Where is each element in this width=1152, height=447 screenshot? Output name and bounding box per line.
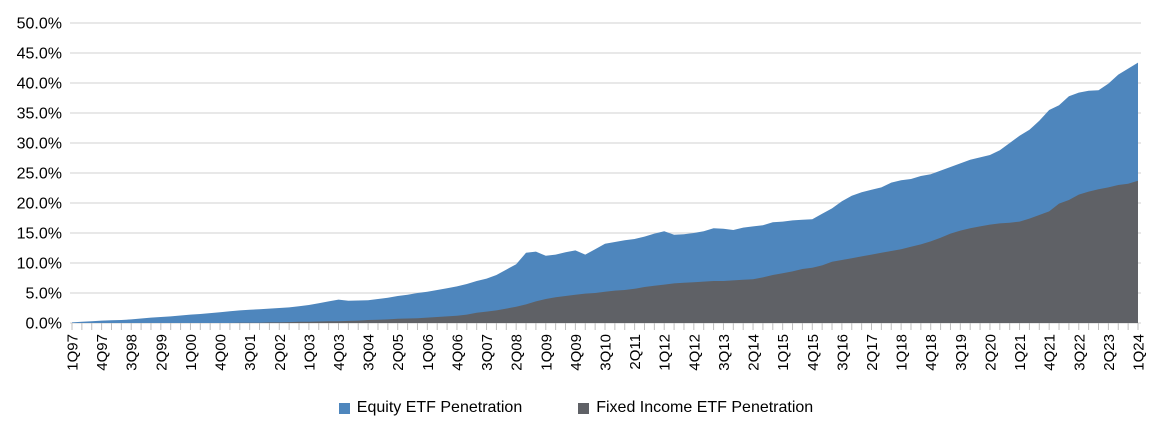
legend: Equity ETF Penetration Fixed Income ETF P… <box>0 399 1152 417</box>
x-axis-label: 1Q06 <box>420 334 437 371</box>
x-axis-label: 4Q18 <box>923 334 940 371</box>
y-axis-label: 15.0% <box>17 226 62 243</box>
x-axis-label: 3Q19 <box>953 334 970 371</box>
x-axis-label: 1Q09 <box>538 334 555 371</box>
x-axis-label: 2Q05 <box>390 334 407 371</box>
x-axis-label: 2Q20 <box>982 334 999 371</box>
legend-label: Equity ETF Penetration <box>356 399 523 416</box>
x-axis-label: 2Q17 <box>864 334 881 371</box>
x-axis-label: 4Q15 <box>805 334 822 371</box>
legend-item-fixed-income: Fixed Income ETF Penetration <box>578 399 813 417</box>
y-axis-label: 35.0% <box>17 106 62 123</box>
x-axis-label: 4Q21 <box>1042 334 1059 371</box>
x-axis-label: 2Q02 <box>272 334 289 371</box>
x-axis-label: 4Q97 <box>94 334 111 371</box>
x-axis-label: 1Q15 <box>775 334 792 371</box>
y-axis-label: 40.0% <box>17 76 62 93</box>
x-axis-label: 2Q23 <box>1101 334 1118 371</box>
x-axis-label: 2Q11 <box>627 334 644 370</box>
x-axis-label: 2Q99 <box>153 334 170 371</box>
x-axis-label: 4Q12 <box>686 334 703 371</box>
legend-item-equity: Equity ETF Penetration <box>338 399 523 417</box>
x-axis-label: 2Q14 <box>746 334 763 371</box>
x-axis-label: 1Q00 <box>183 334 200 371</box>
fixed-income-area-series <box>72 180 1138 323</box>
x-axis-label: 1Q21 <box>1012 334 1029 371</box>
y-axis-label: 45.0% <box>17 46 62 63</box>
x-axis-label: 3Q10 <box>598 334 615 371</box>
x-axis-label: 3Q22 <box>1071 334 1088 371</box>
x-axis-label: 3Q04 <box>361 334 378 371</box>
y-axis-label: 10.0% <box>17 256 62 273</box>
x-axis-label: 2Q08 <box>509 334 526 371</box>
y-axis-label: 0.0% <box>26 316 62 333</box>
x-axis-label: 4Q03 <box>331 334 348 371</box>
legend-swatch-icon <box>578 402 590 414</box>
y-axis-label: 30.0% <box>17 136 62 153</box>
x-axis-label: 1Q24 <box>1131 334 1148 371</box>
x-axis-label: 3Q07 <box>479 334 496 371</box>
x-axis-label: 3Q98 <box>124 334 141 371</box>
x-axis-label: 1Q18 <box>894 334 911 371</box>
legend-swatch-icon <box>338 402 350 414</box>
legend-label: Fixed Income ETF Penetration <box>596 399 814 416</box>
x-axis-label: 4Q09 <box>568 334 585 371</box>
x-axis-label: 3Q01 <box>242 334 259 371</box>
y-axis-label: 25.0% <box>17 166 62 183</box>
x-axis-label: 3Q13 <box>716 334 733 371</box>
y-axis-label: 5.0% <box>26 286 62 303</box>
plot-area: 0.0% 5.0% 10.0% 15.0% 20.0% 25.0% 30.0% 35.0% 40… <box>17 16 1148 371</box>
x-axis-label: 4Q00 <box>213 334 230 371</box>
x-axis-label: 1Q12 <box>657 334 674 371</box>
x-axis-label: 3Q16 <box>834 334 851 371</box>
y-axis-label: 20.0% <box>17 196 62 213</box>
x-axis-label: 4Q06 <box>449 334 466 371</box>
x-axis-label: 1Q03 <box>301 334 318 371</box>
y-axis-label: 50.0% <box>17 16 62 33</box>
x-axis-label: 1Q97 <box>65 334 82 371</box>
